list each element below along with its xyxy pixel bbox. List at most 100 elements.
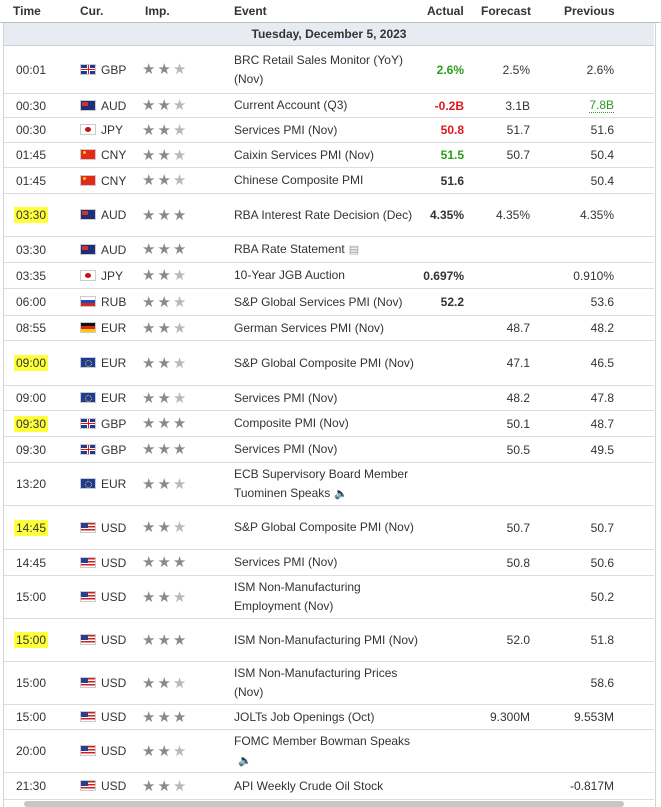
- table-row[interactable]: 15:00 USD ★ ★ ★ JOLTs Job Openings (Oct) 9.300…: [4, 705, 654, 730]
- table-row[interactable]: 09:30 GBP ★ ★ ★ Services PMI (Nov) 50.5 49.5: [4, 437, 654, 463]
- time-text: 00:30: [16, 98, 47, 113]
- event-link[interactable]: ECB Supervisory Board Member Tuominen Sp…: [234, 465, 419, 504]
- row-forecast: 52.0: [506, 633, 530, 647]
- event-link[interactable]: Current Account (Q3): [234, 98, 348, 112]
- event-link[interactable]: Services PMI (Nov): [234, 442, 338, 456]
- event-link[interactable]: RBA Interest Rate Decision (Dec): [234, 207, 413, 222]
- row-actual: [404, 237, 464, 262]
- event-link[interactable]: German Services PMI (Nov): [234, 320, 385, 335]
- au-flag-icon: [80, 209, 96, 220]
- ru-flag-icon: [80, 296, 96, 307]
- row-event[interactable]: BRC Retail Sales Monitor (YoY) (Nov): [234, 46, 419, 93]
- table-row[interactable]: 14:45 USD ★ ★ ★ S&P Global Composite PMI (Nov…: [4, 506, 654, 550]
- star-icon: ★: [142, 61, 156, 78]
- importance-stars: ★ ★ ★: [142, 237, 202, 262]
- header-currency[interactable]: Cur.: [80, 4, 104, 18]
- table-row[interactable]: 15:00 USD ★ ★ ★ ISM Non-Manufacturing PMI (No…: [4, 619, 654, 662]
- row-event[interactable]: Current Account (Q3): [234, 94, 419, 117]
- row-currency: USD: [101, 520, 127, 535]
- table-row[interactable]: 00:30 AUD ★ ★ ★ Current Account (Q3) -0.2B 3.1B…: [4, 94, 654, 118]
- row-time: 09:00: [14, 386, 56, 410]
- table-row[interactable]: 15:00 USD ★ ★ ★ ISM Non-Manufacturing Employm…: [4, 576, 654, 619]
- header-actual[interactable]: Actual: [427, 4, 464, 18]
- header-forecast[interactable]: Forecast: [481, 4, 532, 18]
- row-event[interactable]: Chinese Composite PMI: [234, 168, 419, 193]
- row-event[interactable]: Composite PMI (Nov): [234, 411, 419, 436]
- header-time[interactable]: Time: [13, 4, 41, 18]
- event-link[interactable]: ISM Non-Manufacturing PMI (Nov): [234, 632, 419, 647]
- table-row[interactable]: 01:45 CNY ★ ★ ★ Chinese Composite PMI 51.6 50.4: [4, 168, 654, 194]
- event-link[interactable]: API Weekly Crude Oil Stock: [234, 778, 384, 793]
- importance-stars: ★ ★ ★: [142, 168, 202, 193]
- table-row[interactable]: 00:30 JPY ★ ★ ★ Services PMI (Nov) 50.8 51.7 51.…: [4, 118, 654, 143]
- table-row[interactable]: 09:00 EUR ★ ★ ★ S&P Global Composite PMI (Nov…: [4, 341, 654, 386]
- row-event[interactable]: ISM Non-Manufacturing PMI (Nov): [234, 619, 419, 661]
- table-row[interactable]: 03:30 AUD ★ ★ ★ RBA Rate Statement ▤: [4, 237, 654, 263]
- table-row[interactable]: 21:30 USD ★ ★ ★ API Weekly Crude Oil Stock -0.…: [4, 773, 654, 800]
- row-event[interactable]: ISM Non-Manufacturing Prices (Nov): [234, 662, 419, 704]
- importance-stars: ★ ★ ★: [142, 118, 202, 142]
- table-row[interactable]: 03:35 JPY ★ ★ ★ 10-Year JGB Auction 0.697% 0.91…: [4, 263, 654, 289]
- row-event[interactable]: API Weekly Crude Oil Stock: [234, 773, 419, 799]
- table-row[interactable]: 09:00 EUR ★ ★ ★ Services PMI (Nov) 48.2 47.8: [4, 386, 654, 411]
- table-row[interactable]: 15:00 USD ★ ★ ★ ISM Non-Manufacturing Prices …: [4, 662, 654, 705]
- importance-stars: ★ ★ ★: [142, 730, 202, 772]
- table-row[interactable]: 03:30 AUD ★ ★ ★ RBA Interest Rate Decision (D…: [4, 194, 654, 237]
- row-event[interactable]: RBA Rate Statement ▤: [234, 237, 419, 262]
- row-event[interactable]: Services PMI (Nov): [234, 118, 419, 142]
- row-event[interactable]: Services PMI (Nov): [234, 437, 419, 462]
- event-link[interactable]: Chinese Composite PMI: [234, 173, 364, 187]
- header-previous[interactable]: Previous: [564, 4, 615, 18]
- table-row[interactable]: 08:55 EUR ★ ★ ★ German Services PMI (Nov) 48.7…: [4, 316, 654, 341]
- row-time: 20:00: [14, 730, 56, 772]
- event-link[interactable]: S&P Global Composite PMI (Nov): [234, 520, 414, 534]
- row-event[interactable]: 10-Year JGB Auction: [234, 263, 419, 288]
- table-row[interactable]: 20:00 USD ★ ★ ★ FOMC Member Bowman Speaks🔈: [4, 730, 654, 773]
- previous-value: 4.35%: [579, 208, 614, 222]
- row-event[interactable]: ISM Non-Manufacturing Employment (Nov): [234, 576, 419, 618]
- table-row[interactable]: 13:20 EUR ★ ★ ★ ECB Supervisory Board Member …: [4, 463, 654, 506]
- row-event[interactable]: FOMC Member Bowman Speaks🔈: [234, 730, 419, 772]
- event-link[interactable]: Services PMI (Nov): [234, 122, 338, 137]
- table-row[interactable]: 06:00 RUB ★ ★ ★ S&P Global Services PMI (Nov)…: [4, 289, 654, 316]
- row-time: 08:55: [14, 316, 56, 340]
- event-link[interactable]: BRC Retail Sales Monitor (YoY) (Nov): [234, 52, 403, 86]
- star-icon: ★: [157, 631, 171, 649]
- row-event[interactable]: Services PMI (Nov): [234, 386, 419, 410]
- star-icon: ★: [157, 121, 171, 139]
- table-row[interactable]: 00:01 GBP ★ ★ ★ BRC Retail Sales Monitor (YoY…: [4, 46, 654, 94]
- event-link[interactable]: JOLTs Job Openings (Oct): [234, 709, 375, 724]
- event-link[interactable]: Caixin Services PMI (Nov): [234, 147, 375, 162]
- event-link[interactable]: S&P Global Composite PMI (Nov): [234, 355, 414, 370]
- row-event[interactable]: JOLTs Job Openings (Oct): [234, 705, 419, 729]
- row-forecast: 50.5: [506, 442, 530, 457]
- event-link[interactable]: Services PMI (Nov): [234, 555, 338, 569]
- header-importance[interactable]: Imp.: [145, 4, 170, 18]
- row-event[interactable]: Caixin Services PMI (Nov): [234, 143, 419, 167]
- row-event[interactable]: ECB Supervisory Board Member Tuominen Sp…: [234, 463, 419, 505]
- star-icon: ★: [157, 708, 171, 726]
- row-event[interactable]: S&P Global Services PMI (Nov): [234, 289, 419, 315]
- table-row[interactable]: 14:45 USD ★ ★ ★ Services PMI (Nov) 50.8 50.6: [4, 550, 654, 576]
- star-icon: ★: [142, 146, 156, 164]
- table-row[interactable]: 09:30 GBP ★ ★ ★ Composite PMI (Nov) 50.1 48.7: [4, 411, 654, 437]
- event-link[interactable]: Services PMI (Nov): [234, 390, 338, 405]
- row-event[interactable]: German Services PMI (Nov): [234, 316, 419, 340]
- table-row[interactable]: 01:45 CNY ★ ★ ★ Caixin Services PMI (Nov) 51.5…: [4, 143, 654, 168]
- header-event[interactable]: Event: [234, 4, 267, 18]
- row-previous: 50.2: [544, 576, 614, 618]
- event-link[interactable]: RBA Rate Statement ▤: [234, 240, 359, 260]
- row-event[interactable]: S&P Global Composite PMI (Nov): [234, 341, 419, 385]
- event-link[interactable]: FOMC Member Bowman Speaks🔈: [234, 732, 419, 771]
- row-event[interactable]: S&P Global Composite PMI (Nov): [234, 506, 419, 549]
- event-link[interactable]: ISM Non-Manufacturing Employment (Nov): [234, 580, 361, 613]
- event-link[interactable]: ISM Non-Manufacturing Prices (Nov): [234, 666, 398, 699]
- star-icon: ★: [157, 674, 171, 692]
- event-link[interactable]: 10-Year JGB Auction: [234, 268, 345, 282]
- horizontal-scrollbar[interactable]: [24, 801, 624, 807]
- star-icon: ★: [142, 293, 156, 311]
- row-event[interactable]: RBA Interest Rate Decision (Dec): [234, 194, 419, 236]
- event-link[interactable]: S&P Global Services PMI (Nov): [234, 294, 403, 309]
- row-event[interactable]: Services PMI (Nov): [234, 550, 419, 575]
- event-link[interactable]: Composite PMI (Nov): [234, 416, 349, 430]
